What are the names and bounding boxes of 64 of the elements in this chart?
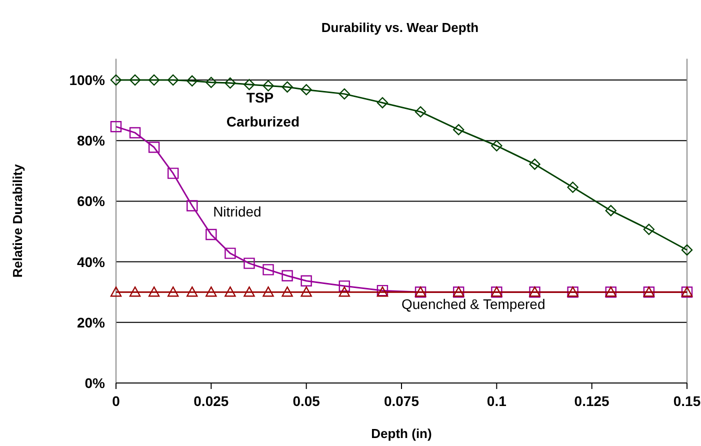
point <box>206 76 217 88</box>
point <box>244 258 255 269</box>
point <box>206 228 217 240</box>
y-tick-label: 100% <box>69 72 106 88</box>
y-tick-label: 40% <box>76 254 106 270</box>
point <box>168 168 179 179</box>
series-label: Nitrided <box>213 203 262 220</box>
point <box>643 224 655 235</box>
point <box>282 81 293 93</box>
point <box>300 286 312 297</box>
point <box>168 286 179 297</box>
point <box>148 74 160 86</box>
x-tick-label: 0.1 <box>486 393 507 409</box>
y-tick-label: 20% <box>76 314 106 330</box>
series-label: Quenched & Tempered <box>402 296 546 312</box>
point <box>300 275 312 286</box>
point <box>338 88 350 100</box>
point <box>244 78 255 90</box>
y-axis-title: Relative Durability <box>10 163 25 278</box>
point <box>186 75 198 87</box>
point <box>681 244 693 256</box>
x-tick-label: 0.025 <box>194 393 229 409</box>
point <box>529 158 540 170</box>
point <box>224 248 236 259</box>
point <box>262 80 274 92</box>
point <box>110 286 122 297</box>
point <box>206 286 217 297</box>
point <box>605 204 616 216</box>
point <box>224 286 236 297</box>
point <box>453 124 464 136</box>
point <box>262 286 274 297</box>
x-tick-label: 0.15 <box>673 393 701 409</box>
point <box>168 74 179 86</box>
point <box>148 286 160 297</box>
x-axis-title: Depth (in) <box>371 426 432 441</box>
point <box>491 140 502 152</box>
point <box>414 106 426 118</box>
point <box>110 121 122 132</box>
point <box>282 286 293 297</box>
point <box>129 286 141 297</box>
point <box>376 97 388 108</box>
point <box>224 77 236 89</box>
point <box>300 84 312 96</box>
x-tick-label: 0 <box>112 393 120 409</box>
y-tick-label: 0% <box>84 375 106 391</box>
x-tick-label: 0.125 <box>574 393 610 409</box>
point <box>244 286 255 297</box>
point <box>338 286 350 297</box>
point <box>148 142 160 153</box>
point <box>186 200 198 212</box>
point <box>338 280 350 292</box>
point <box>186 286 198 297</box>
chart-title: Durability vs. Wear Depth <box>321 20 479 35</box>
x-tick-label: 0.075 <box>384 393 420 409</box>
point <box>262 264 274 276</box>
y-tick-label: 60% <box>76 193 106 210</box>
y-tick-label: 80% <box>76 132 106 149</box>
point <box>110 74 122 86</box>
point <box>129 127 141 138</box>
point <box>567 182 578 193</box>
series-label: TSP Carburized <box>226 90 300 130</box>
point <box>129 74 141 86</box>
point <box>282 270 293 282</box>
x-tick-label: 0.05 <box>292 393 320 409</box>
